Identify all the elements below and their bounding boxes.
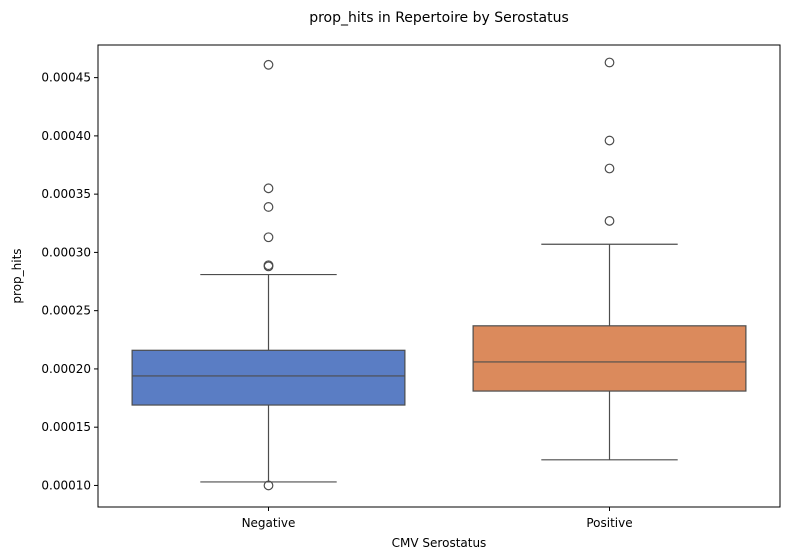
outlier-negative-5 [263,183,274,194]
x-axis: Negative Positive [242,507,633,530]
outlier-positive-3 [604,57,615,68]
outlier-positive-2 [604,135,615,146]
box-group-positive [472,57,747,461]
y-tick-label-0: 0.00010 [41,478,91,492]
y-tick-label-7: 0.00045 [41,71,91,85]
x-tick-label-positive: Positive [586,516,632,530]
y-axis-label: prop_hits [10,248,24,303]
y-tick-label-5: 0.00035 [41,187,91,201]
x-tick-label-negative: Negative [242,516,296,530]
x-axis-label: CMV Serostatus [392,536,487,550]
y-tick-label-6: 0.00040 [41,129,91,143]
outlier-positive-1 [604,163,615,174]
y-axis: 0.00010 0.00015 0.00020 0.00025 0.00030 0.000… [41,71,98,492]
outlier-negative-3 [263,232,274,243]
y-tick-label-4: 0.00030 [41,245,91,259]
y-tick-label-3: 0.00025 [41,304,91,318]
box-group-negative [131,59,406,491]
outlier-negative-4 [263,202,274,212]
plot-area [131,57,747,491]
y-tick-label-1: 0.00015 [41,420,91,434]
box-positive [472,325,747,392]
outlier-negative-0 [263,480,274,491]
chart-title: prop_hits in Repertoire by Serostatus [309,10,569,26]
outlier-negative-6 [263,59,274,70]
box-negative [131,349,406,406]
y-tick-label-2: 0.00020 [41,362,91,376]
outlier-negative-2 [263,260,274,271]
plot-frame [97,44,781,508]
outlier-positive-0 [604,216,615,226]
